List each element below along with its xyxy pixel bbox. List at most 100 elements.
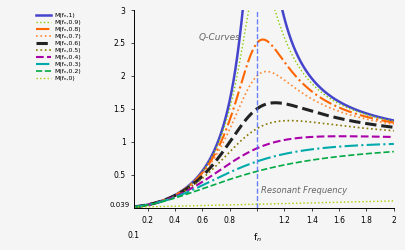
M(fₙ,1) (358, 110, 362, 113)
Text: Q-Curves: Q-Curves (198, 33, 239, 42)
M(fₙ,0.2) (176, 195, 181, 198)
Line: M(fₙ,0.6): M(fₙ,0.6) (134, 103, 393, 207)
M(fₙ,0.9) (161, 199, 166, 202)
M(fₙ,0.9) (242, 30, 247, 33)
M(fₙ,0.8) (242, 70, 247, 73)
M(fₙ,0.6) (272, 101, 277, 104)
Line: M(fₙ,0): M(fₙ,0) (134, 201, 393, 207)
M(fₙ,0) (385, 200, 390, 202)
M(fₙ,0.6) (390, 126, 395, 129)
M(fₙ,0.7) (131, 205, 136, 208)
M(fₙ,0.2) (390, 150, 395, 153)
M(fₙ,0.5) (242, 136, 247, 139)
M(fₙ,0.4) (386, 135, 390, 138)
M(fₙ,0.6) (386, 125, 390, 128)
M(fₙ,0.8) (386, 120, 390, 123)
M(fₙ,0.9) (176, 191, 181, 194)
M(fₙ,0) (176, 204, 181, 208)
Text: f$_n$: f$_n$ (252, 231, 261, 244)
M(fₙ,0.6) (358, 121, 362, 124)
M(fₙ,0.9) (131, 205, 136, 208)
Line: M(fₙ,0.7): M(fₙ,0.7) (134, 72, 393, 207)
M(fₙ,0.3) (176, 194, 181, 197)
Line: M(fₙ,0.5): M(fₙ,0.5) (134, 120, 393, 207)
M(fₙ,0.4) (358, 135, 362, 138)
M(fₙ,0.2) (131, 205, 136, 208)
M(fₙ,0.8) (358, 114, 362, 117)
M(fₙ,0) (231, 203, 236, 206)
M(fₙ,0.5) (176, 192, 181, 195)
M(fₙ,0.3) (358, 144, 362, 147)
M(fₙ,0.4) (390, 136, 395, 138)
M(fₙ,0.7) (390, 123, 395, 126)
M(fₙ,0.6) (242, 119, 247, 122)
M(fₙ,0.7) (161, 199, 166, 202)
M(fₙ,0.4) (161, 199, 166, 202)
M(fₙ,0.8) (131, 205, 136, 208)
Line: M(fₙ,0.4): M(fₙ,0.4) (134, 136, 393, 207)
Line: M(fₙ,0.2): M(fₙ,0.2) (134, 152, 393, 207)
Line: M(fₙ,1): M(fₙ,1) (134, 0, 393, 207)
M(fₙ,0.9) (386, 119, 390, 122)
M(fₙ,0.7) (358, 116, 362, 119)
M(fₙ,0.2) (358, 153, 362, 156)
M(fₙ,0.6) (161, 199, 166, 202)
M(fₙ,0) (390, 200, 395, 202)
M(fₙ,0.9) (358, 112, 362, 114)
M(fₙ,0) (161, 205, 166, 208)
M(fₙ,0.9) (231, 90, 236, 94)
M(fₙ,0.3) (242, 164, 247, 167)
M(fₙ,0.3) (161, 200, 166, 202)
M(fₙ,0.5) (358, 126, 362, 129)
M(fₙ,0.5) (231, 146, 236, 149)
M(fₙ,1) (176, 191, 181, 194)
M(fₙ,0.4) (242, 153, 247, 156)
M(fₙ,0.2) (385, 150, 390, 154)
M(fₙ,1) (390, 119, 395, 122)
M(fₙ,0) (358, 200, 362, 203)
M(fₙ,0.3) (390, 142, 395, 146)
M(fₙ,0.8) (260, 38, 265, 41)
M(fₙ,0.6) (231, 135, 236, 138)
Text: 0.039: 0.039 (110, 202, 130, 208)
M(fₙ,0.8) (176, 191, 181, 194)
M(fₙ,0.3) (131, 205, 136, 208)
M(fₙ,0.2) (242, 173, 247, 176)
M(fₙ,0) (131, 206, 136, 209)
M(fₙ,1) (161, 199, 166, 202)
M(fₙ,0.4) (338, 135, 343, 138)
M(fₙ,0.5) (286, 119, 291, 122)
M(fₙ,0.6) (176, 192, 181, 195)
M(fₙ,0.7) (263, 70, 268, 73)
Line: M(fₙ,0.8): M(fₙ,0.8) (134, 40, 393, 207)
M(fₙ,0.7) (231, 119, 236, 122)
M(fₙ,0.3) (385, 142, 390, 146)
Text: Resonant Frequency: Resonant Frequency (260, 186, 346, 195)
M(fₙ,0.3) (231, 169, 236, 172)
M(fₙ,1) (386, 118, 390, 121)
M(fₙ,0.4) (176, 193, 181, 196)
M(fₙ,0.8) (161, 199, 166, 202)
Text: 0.1: 0.1 (128, 231, 140, 240)
M(fₙ,0.2) (231, 176, 236, 180)
Line: M(fₙ,0.3): M(fₙ,0.3) (134, 144, 393, 207)
M(fₙ,0.6) (131, 205, 136, 208)
M(fₙ,0.5) (386, 129, 390, 132)
Line: M(fₙ,0.9): M(fₙ,0.9) (134, 0, 393, 207)
M(fₙ,0.7) (242, 94, 247, 96)
M(fₙ,0.8) (231, 107, 236, 110)
M(fₙ,0.8) (390, 121, 395, 124)
M(fₙ,0.5) (131, 205, 136, 208)
M(fₙ,0.9) (390, 120, 395, 123)
M(fₙ,0.4) (231, 160, 236, 162)
M(fₙ,0.7) (176, 192, 181, 194)
M(fₙ,0.7) (386, 122, 390, 125)
M(fₙ,0.4) (131, 205, 136, 208)
M(fₙ,0) (242, 203, 247, 206)
M(fₙ,0.5) (161, 199, 166, 202)
M(fₙ,0.2) (161, 200, 166, 203)
M(fₙ,1) (131, 205, 136, 208)
M(fₙ,0.5) (390, 129, 395, 132)
M(fₙ,1) (231, 78, 236, 81)
Legend: M(fₙ,1), M(fₙ,0.9), M(fₙ,0.8), M(fₙ,0.7), M(fₙ,0.6), M(fₙ,0.5), M(fₙ,0.4), M(fₙ,: M(fₙ,1), M(fₙ,0.9), M(fₙ,0.8), M(fₙ,0.7)… (36, 13, 81, 81)
